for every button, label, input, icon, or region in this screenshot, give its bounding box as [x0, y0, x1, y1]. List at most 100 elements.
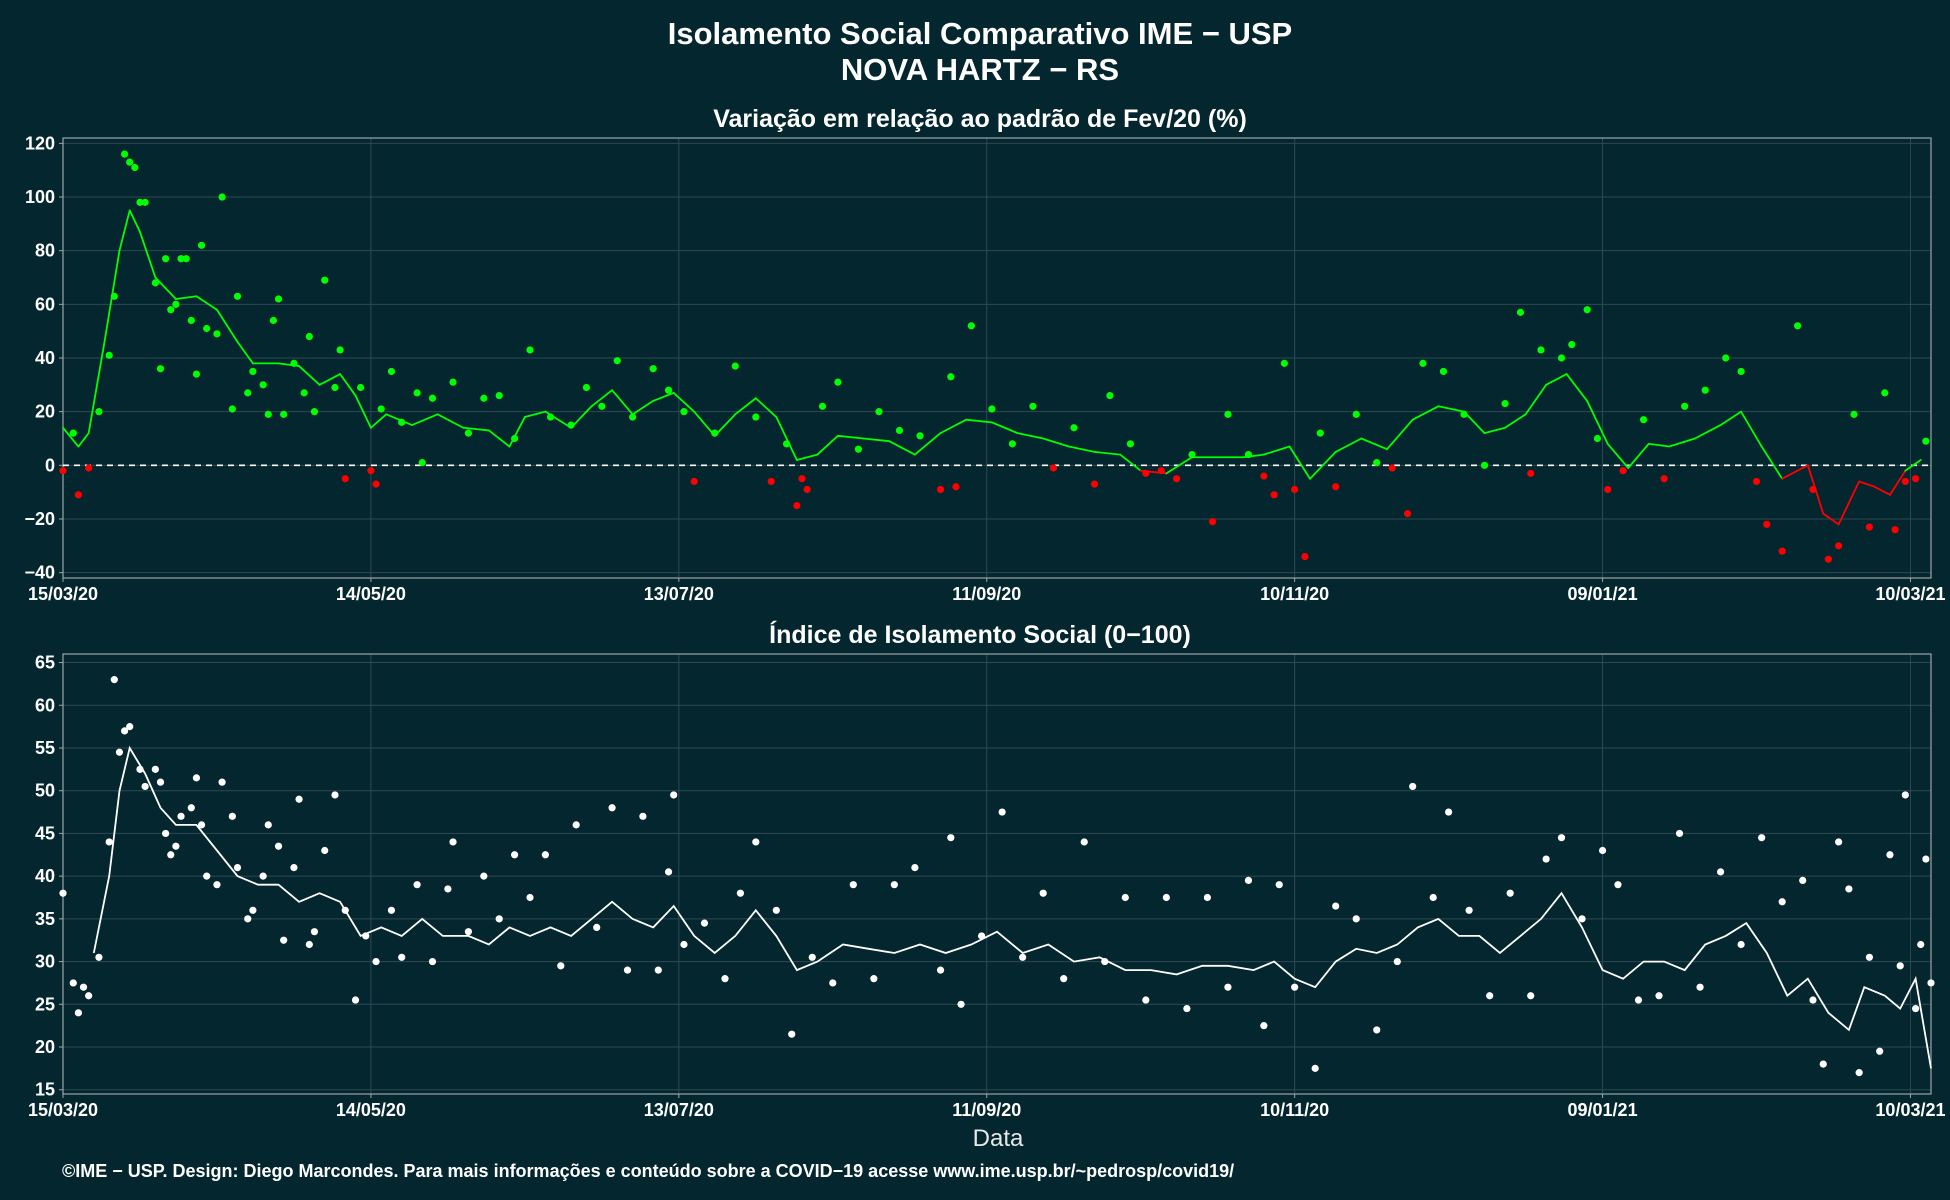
panel2-title: Índice de Isolamento Social (0−100): [769, 620, 1191, 649]
variation-moving-average-segment: [888, 440, 916, 456]
index-x-tick-label-0: 15/03/20: [28, 1100, 98, 1120]
variation-moving-average-segment: [1565, 373, 1589, 402]
index-data-point: [1162, 893, 1170, 902]
index-data-point: [398, 953, 406, 961]
variation-data-point: [664, 386, 673, 394]
index-data-point: [829, 979, 837, 987]
index-data-point: [1275, 881, 1283, 889]
variation-data-point: [916, 432, 924, 440]
variation-moving-average-segment: [236, 341, 254, 365]
variation-x-tick-label-2: 13/07/20: [644, 584, 714, 604]
index-data-point: [79, 983, 88, 991]
index-data-point: [849, 881, 857, 889]
index-data-point: [1845, 885, 1853, 893]
variation-data-point: [1593, 434, 1602, 443]
variation-data-point: [136, 198, 144, 206]
variation-data-point: [895, 426, 904, 435]
variation-moving-average-segment: [385, 413, 413, 426]
variation-data-point: [1604, 485, 1612, 494]
variation-data-point: [1865, 523, 1874, 531]
index-data-point: [1716, 868, 1725, 876]
index-data-point: [752, 838, 760, 846]
variation-data-point: [818, 402, 827, 410]
variation-x-tick-label-4: 10/11/20: [1260, 584, 1329, 604]
index-data-point: [1865, 953, 1874, 961]
index-y-tick-label-1: 20: [35, 1037, 55, 1057]
variation-data-point: [731, 362, 739, 370]
variation-data-point: [952, 483, 960, 491]
variation-y-tick-label-3: 20: [35, 402, 55, 422]
variation-data-point: [203, 324, 211, 333]
variation-moving-average-segment: [139, 231, 157, 279]
variation-data-point: [110, 292, 118, 300]
variation-data-point: [1270, 491, 1278, 499]
footer-credit: ©IME − USP. Design: Diego Marcondes. Par…: [62, 1161, 1234, 1181]
variation-data-point: [59, 467, 67, 475]
variation-data-point: [218, 193, 226, 201]
variation-moving-average-segment: [298, 365, 321, 386]
variation-data-point: [1260, 472, 1268, 480]
index-data-point: [413, 881, 421, 889]
index-data-point: [1224, 983, 1232, 991]
variation-data-point: [177, 255, 185, 263]
index-data-point: [192, 774, 201, 782]
variation-data-point: [834, 378, 842, 386]
variation-data-point: [1316, 429, 1324, 437]
variation-moving-average-segment: [913, 432, 942, 456]
variation-data-point: [936, 485, 945, 494]
index-data-point: [115, 748, 124, 756]
variation-data-point: [182, 255, 190, 263]
index-data-point: [141, 782, 149, 791]
variation-data-point: [156, 365, 165, 373]
index-data-point: [788, 1030, 796, 1038]
index-data-point: [1039, 889, 1047, 897]
index-data-point: [978, 932, 986, 940]
variation-data-point: [269, 316, 278, 325]
variation-moving-average-segment: [990, 421, 1019, 435]
variation-data-point: [413, 389, 421, 397]
index-data-point: [1445, 808, 1453, 816]
index-data-point: [1886, 851, 1894, 859]
variation-data-point: [336, 346, 344, 354]
index-y-tick-label-6: 45: [35, 823, 55, 843]
variation-moving-average-segment: [216, 308, 239, 343]
variation-moving-average-segment: [1760, 445, 1784, 480]
variation-y-tick-label-7: 100: [25, 187, 55, 207]
variation-data-point: [1701, 386, 1709, 394]
index-data-point: [362, 932, 370, 940]
variation-data-point: [1516, 308, 1525, 316]
variation-data-point: [321, 276, 329, 284]
index-data-point: [623, 966, 632, 974]
variation-data-point: [95, 408, 103, 416]
index-data-point: [428, 957, 437, 966]
index-data-point: [1080, 838, 1088, 846]
index-data-point: [274, 842, 283, 850]
index-data-point: [700, 919, 709, 927]
variation-data-point: [259, 381, 267, 389]
variation-data-point: [711, 429, 719, 437]
variation-data-point: [85, 464, 93, 472]
variation-data-point: [367, 467, 375, 475]
variation-data-point: [69, 429, 77, 437]
variation-moving-average-segment: [862, 437, 891, 443]
variation-moving-average-segment: [1606, 442, 1630, 469]
index-data-point: [295, 795, 303, 803]
variation-moving-average-segment: [508, 416, 526, 448]
variation-moving-average-segment: [1483, 426, 1506, 435]
index-data-point: [1244, 876, 1253, 885]
index-data-point: [639, 812, 647, 820]
index-y-tick-label-3: 30: [35, 952, 55, 972]
variation-data-point: [244, 389, 252, 397]
index-data-point: [1311, 1064, 1319, 1072]
variation-data-point: [1501, 400, 1509, 408]
index-data-point: [1291, 983, 1299, 991]
variation-moving-average-segment: [1119, 453, 1142, 472]
index-data-point: [1598, 846, 1607, 855]
variation-x-tick-label-5: 09/01/21: [1568, 584, 1638, 604]
variation-data-point: [187, 316, 195, 325]
index-data-point: [95, 953, 103, 961]
index-moving-average-line: [92, 745, 1932, 1069]
variation-data-point: [1640, 416, 1648, 424]
index-data-point: [1655, 992, 1663, 1000]
variation-data-point: [1881, 389, 1889, 397]
